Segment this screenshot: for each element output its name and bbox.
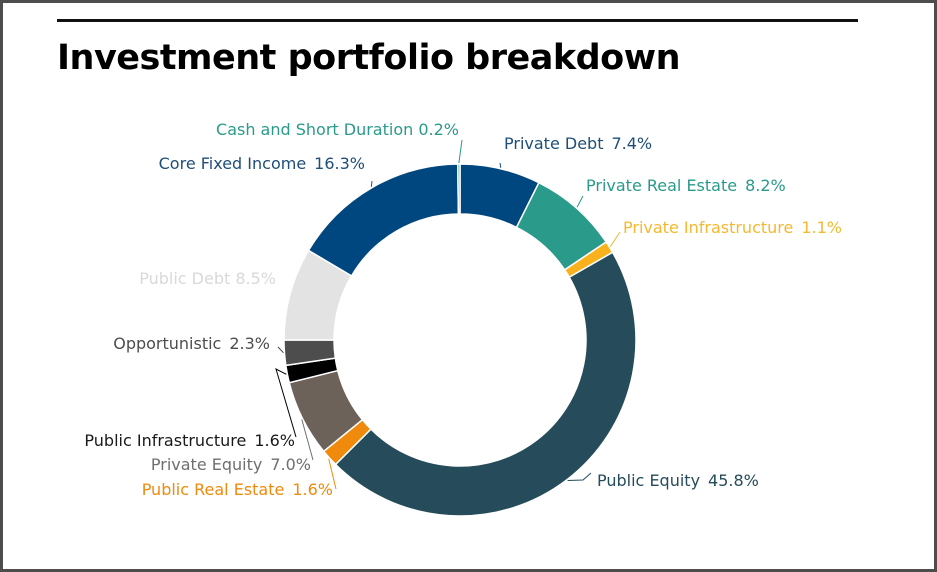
leader-line-private-infrastructure bbox=[609, 231, 621, 247]
data-label-public-real-estate: Public Real Estate 1.6% bbox=[142, 480, 333, 499]
data-label-public-infrastructure: Public Infrastructure 1.6% bbox=[84, 431, 295, 450]
title-rule bbox=[57, 19, 858, 22]
data-label-private-real-estate: Private Real Estate 8.2% bbox=[586, 176, 786, 195]
data-label-public-equity: Public Equity 45.8% bbox=[597, 471, 759, 490]
leader-line-core-fixed-income bbox=[370, 180, 373, 187]
leader-line-cash-and-short-duration bbox=[458, 139, 463, 164]
data-label-private-debt: Private Debt 7.4% bbox=[504, 134, 652, 153]
leader-line-public-real-estate bbox=[328, 458, 337, 490]
data-label-cash-and-short-duration: Cash and Short Duration 0.2% bbox=[216, 120, 459, 139]
data-label-opportunistic: Opportunistic 2.3% bbox=[113, 334, 270, 353]
slice-cash-and-short-duration[interactable] bbox=[457, 163, 461, 215]
leader-line-public-equity bbox=[567, 472, 592, 482]
data-label-private-infrastructure: Private Infrastructure 1.1% bbox=[623, 218, 842, 237]
leader-line-private-equity bbox=[301, 419, 314, 461]
leader-line-private-debt bbox=[499, 162, 502, 168]
leader-line-public-infrastructure bbox=[275, 368, 297, 438]
leader-line-opportunistic bbox=[277, 346, 284, 354]
chart-title: Investment portfolio breakdown bbox=[57, 38, 680, 78]
slice-core-fixed-income[interactable] bbox=[307, 163, 460, 277]
data-label-public-debt: Public Debt 8.5% bbox=[139, 269, 276, 288]
leader-line-private-real-estate bbox=[576, 195, 584, 208]
data-label-core-fixed-income: Core Fixed Income 16.3% bbox=[159, 154, 365, 173]
data-label-private-equity: Private Equity 7.0% bbox=[151, 455, 311, 474]
slice-public-equity[interactable] bbox=[334, 251, 637, 517]
